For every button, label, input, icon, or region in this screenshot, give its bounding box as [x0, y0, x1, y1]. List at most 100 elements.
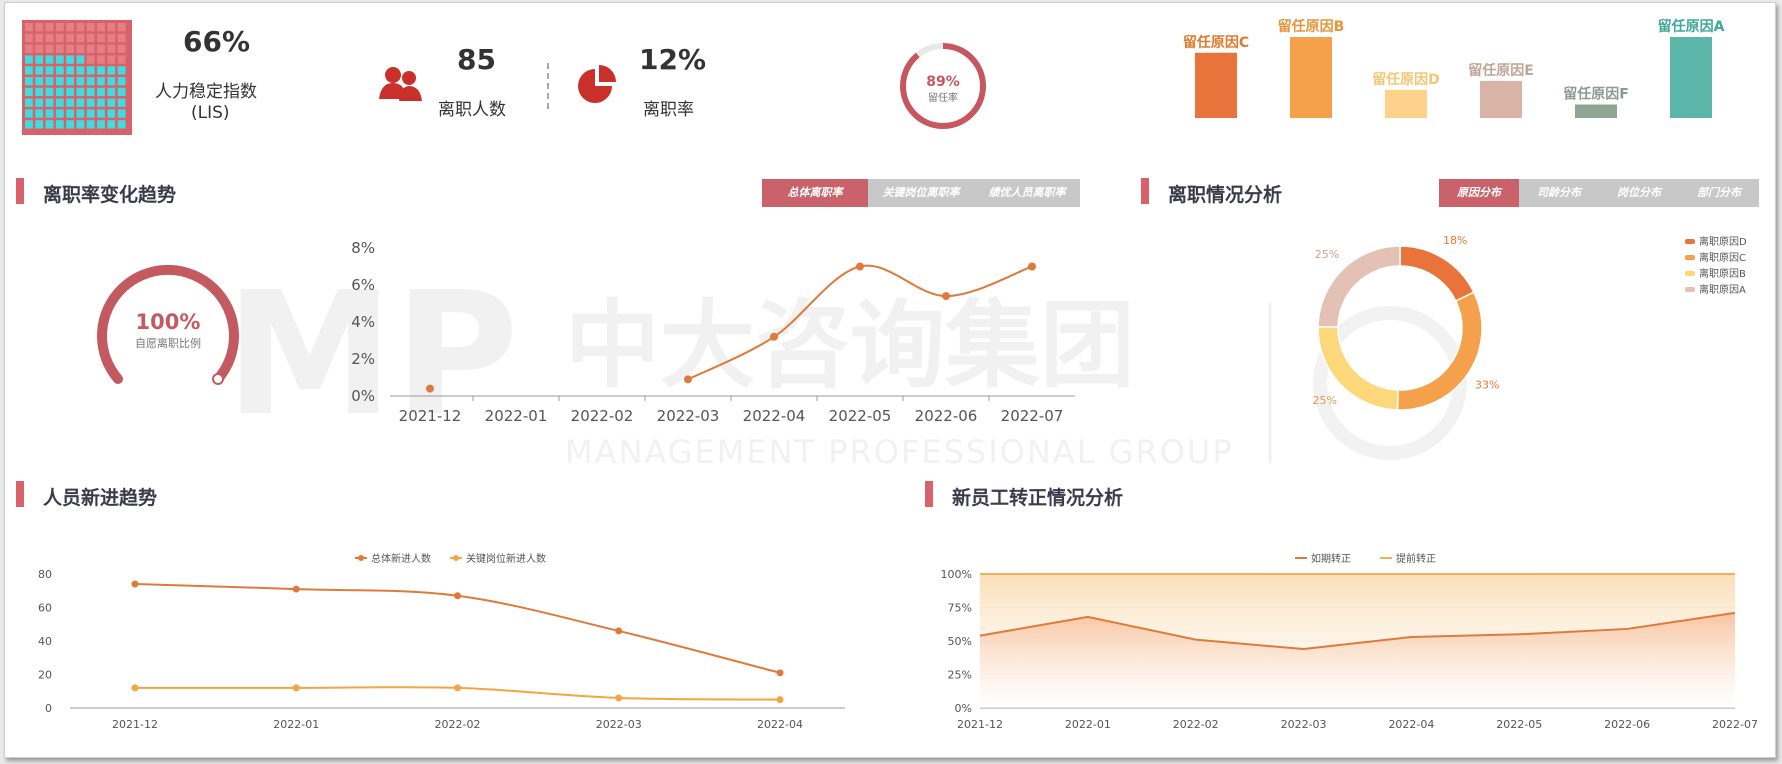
waffle-cell [25, 77, 33, 86]
y-tick-label: 60 [38, 602, 52, 615]
hiring-point [131, 684, 139, 692]
x-tick-label: 2022-01 [485, 407, 548, 425]
legend-dot [453, 555, 459, 561]
waffle-cell [55, 77, 64, 86]
tab-top-performer-turnover[interactable]: 绩优人员离职率 [974, 179, 1080, 207]
hiring-point [292, 684, 300, 692]
donut-label: 25% [1315, 248, 1339, 261]
waffle-cell [76, 109, 85, 118]
x-tick-label: 2022-03 [657, 407, 720, 425]
watermark-cn: 中大咨询集团 [565, 291, 1135, 401]
tab-department-distribution[interactable]: 部门分布 [1679, 179, 1759, 207]
waffle-cell [107, 55, 116, 64]
waffle-cell [97, 87, 105, 97]
retention-bar [1575, 104, 1617, 118]
waffle-cell [25, 66, 33, 75]
tab-key-position-turnover[interactable]: 关键岗位离职率 [868, 179, 974, 207]
x-tick-label: 2022-04 [743, 407, 806, 425]
waffle-cell [35, 87, 44, 97]
waffle-cell [25, 23, 33, 32]
legend-swatch [1685, 239, 1695, 244]
area-line [979, 611, 1736, 651]
y-tick-label: 20 [38, 669, 52, 682]
waffle-cell [25, 120, 33, 129]
tab-reason-distribution[interactable]: 原因分布 [1439, 179, 1519, 207]
waffle-cell [45, 44, 54, 53]
legend-swatch [1685, 271, 1695, 276]
waffle-cell [76, 77, 85, 86]
hiring-point [776, 696, 784, 704]
section-title-hiring-trend: 人员新进趋势 [43, 487, 158, 509]
y-tick-label: 0% [955, 702, 972, 715]
section-marker [16, 178, 24, 204]
x-tick-label: 2021-12 [957, 718, 1003, 731]
hiring-point [454, 592, 461, 600]
waffle-cell [97, 55, 105, 64]
tab-overall-turnover[interactable]: 总体离职率 [762, 179, 868, 207]
hiring-point [454, 684, 461, 692]
people-icon [379, 67, 422, 101]
legend-label: 离职原因A [1699, 283, 1746, 296]
retention-bar-label: 留任原因B [1278, 18, 1345, 35]
retention-bar-label: 留任原因A [1658, 18, 1725, 35]
tab-tenure-distribution[interactable]: 司龄分布 [1519, 179, 1599, 207]
waffle-cell [45, 87, 54, 97]
x-tick-label: 2022-05 [1496, 718, 1542, 731]
waffle-cell [25, 55, 33, 64]
x-tick-label: 2022-06 [915, 407, 978, 425]
waffle-cell [97, 44, 105, 53]
waffle-cell [45, 109, 54, 118]
waffle-cell [35, 44, 44, 53]
x-tick-label: 2022-02 [435, 718, 481, 731]
legend-swatch [1685, 287, 1695, 292]
legend-label: 提前转正 [1396, 552, 1436, 565]
waffle-cell [45, 55, 54, 64]
x-tick-label: 2021-12 [112, 718, 158, 731]
retention-bar-label: 留任原因C [1183, 34, 1249, 51]
waffle-cell [76, 23, 85, 32]
waffle-cell [66, 98, 74, 107]
retention-value: 89% [926, 74, 960, 90]
waffle-cell [107, 77, 116, 86]
waffle-cell [117, 98, 126, 107]
section-marker [16, 481, 24, 507]
watermark-logo: MP [225, 256, 519, 454]
waffle-cell [55, 55, 64, 64]
y-tick-label: 0% [351, 387, 375, 405]
x-tick-label: 2022-05 [829, 407, 892, 425]
waffle-cell [86, 23, 95, 32]
y-tick-label: 25% [948, 669, 972, 682]
watermark-en: MANAGEMENT PROFESSIONAL GROUP [565, 433, 1234, 471]
waffle-cell [76, 98, 85, 107]
legend-label: 关键岗位新进人数 [466, 552, 546, 565]
section-marker [925, 481, 933, 507]
waffle-cell [66, 120, 74, 129]
legend-dot [358, 555, 364, 561]
y-tick-label: 40 [38, 635, 52, 648]
waffle-cell [45, 66, 54, 75]
waffle-cell [45, 23, 54, 32]
y-tick-label: 100% [941, 568, 972, 581]
legend-swatch [1685, 255, 1695, 260]
section-marker [1141, 178, 1149, 204]
tab-position-distribution[interactable]: 岗位分布 [1599, 179, 1679, 207]
donut-slice [1399, 245, 1475, 302]
turnover-tabs: 总体离职率 关键岗位离职率 绩优人员离职率 [762, 179, 1080, 207]
y-tick-label: 8% [351, 239, 375, 257]
turnover-reason-donut: 18% 33% 25% 25% 离职原因D 离职原因C 离职原因B 离职原因A [1313, 234, 1747, 411]
waffle-cell [45, 77, 54, 86]
waffle-cell [55, 23, 64, 32]
hiring-point [615, 627, 623, 635]
turnover-point [770, 332, 778, 341]
waffle-cell [55, 120, 64, 129]
lis-label: 人力稳定指数 [155, 82, 257, 102]
waffle-cell [76, 66, 85, 75]
legend-label: 总体新进人数 [371, 552, 431, 565]
waffle-cell [86, 55, 95, 64]
waffle-cell [35, 120, 44, 129]
turnover-label: 离职率 [643, 100, 694, 120]
waffle-cell [35, 109, 44, 118]
watermark: MP 中大咨询集团 MANAGEMENT PROFESSIONAL GROUP [225, 256, 1467, 471]
waffle-cell [25, 87, 33, 97]
retention-bar [1290, 37, 1332, 118]
